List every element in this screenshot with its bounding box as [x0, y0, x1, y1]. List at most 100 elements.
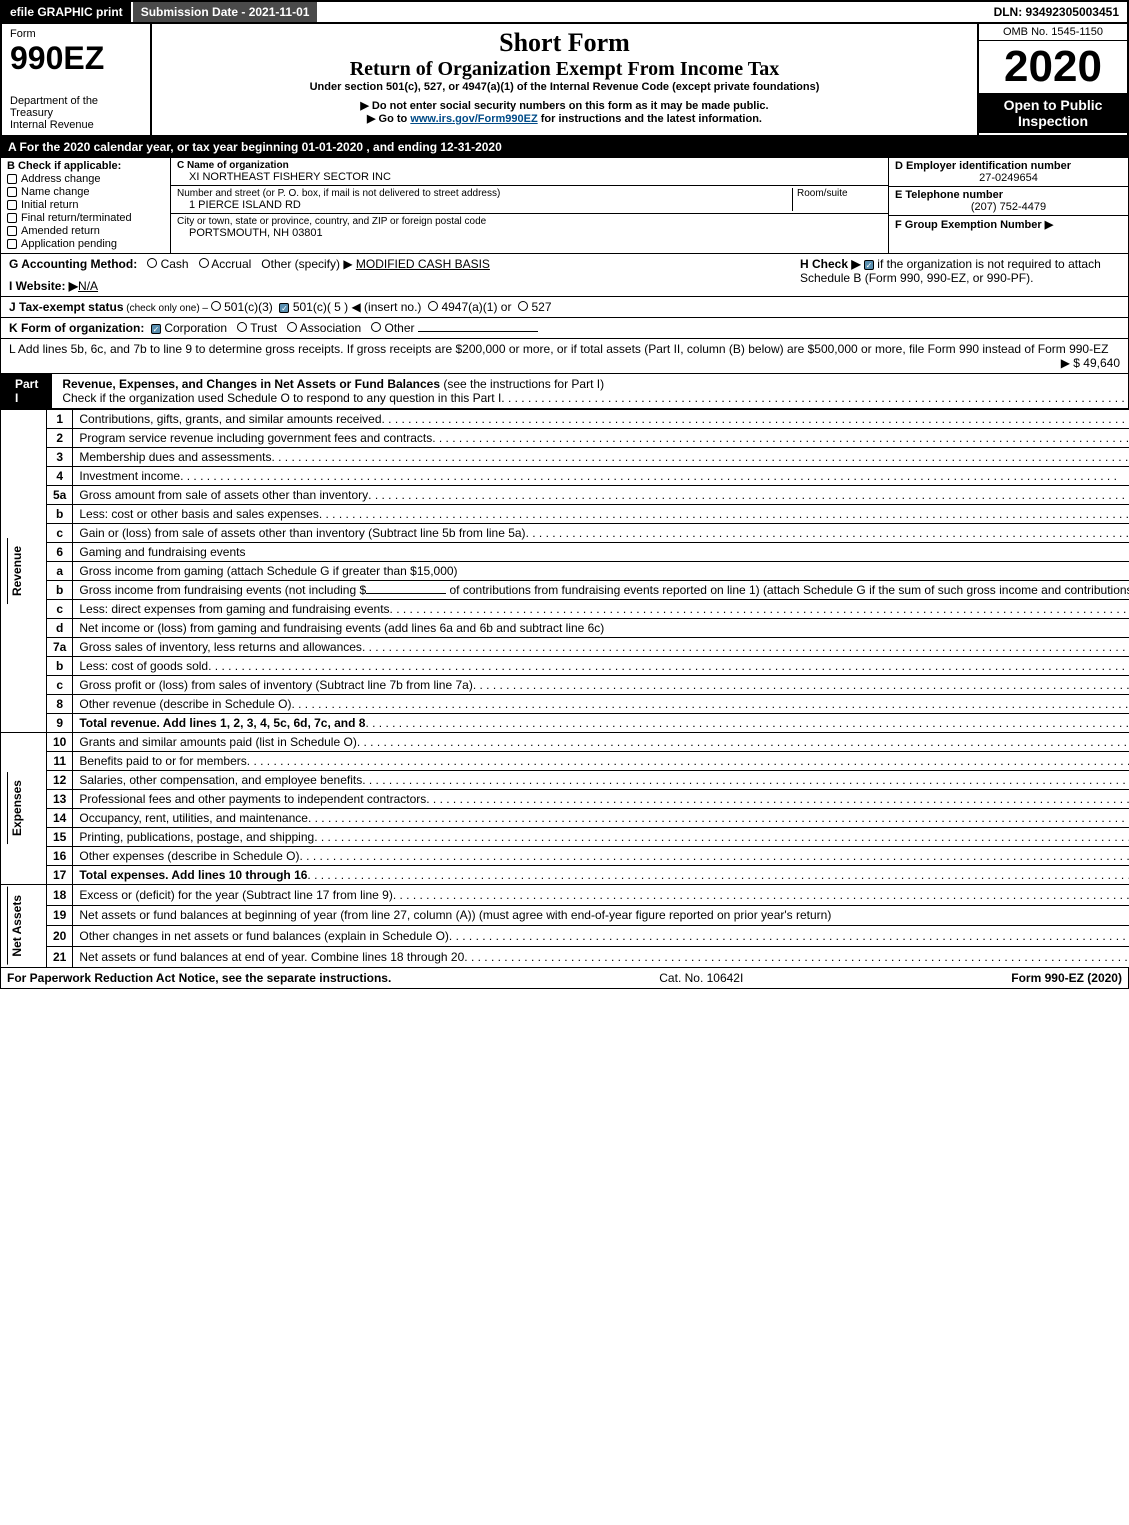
- table-row: Net Assets 18Excess or (deficit) for the…: [1, 885, 1129, 906]
- table-row: dNet income or (loss) from gaming and fu…: [1, 619, 1129, 638]
- table-row: cGain or (loss) from sale of assets othe…: [1, 524, 1129, 543]
- table-row: 11Benefits paid to or for members11: [1, 752, 1129, 771]
- cb-h-check[interactable]: [864, 260, 874, 270]
- k-o4: Other: [385, 321, 415, 335]
- c-city-value: PORTSMOUTH, NH 03801: [177, 227, 882, 239]
- e-label: E Telephone number: [895, 189, 1122, 201]
- k-row: K Form of organization: Corporation Trus…: [0, 318, 1129, 339]
- e-value: (207) 752-4479: [895, 201, 1122, 213]
- form-word: Form: [10, 28, 142, 40]
- form-header-right: OMB No. 1545-1150 2020 Open to Public In…: [977, 24, 1127, 135]
- radio-accrual[interactable]: [199, 258, 209, 268]
- line-desc: Less: direct expenses from gaming and fu…: [79, 602, 389, 616]
- vlabel-expenses: Expenses: [7, 772, 26, 844]
- radio-4947[interactable]: [428, 301, 438, 311]
- table-row: 21Net assets or fund balances at end of …: [1, 946, 1129, 967]
- irs-link[interactable]: www.irs.gov/Form990EZ: [410, 113, 537, 125]
- line-desc: Contributions, gifts, grants, and simila…: [79, 412, 381, 426]
- line-desc: Other expenses (describe in Schedule O): [79, 849, 299, 863]
- c-name-label: C Name of organization: [177, 160, 882, 171]
- cb-name-change[interactable]: Name change: [7, 186, 164, 198]
- f-label: F Group Exemption Number ▶: [895, 218, 1122, 231]
- cb-application-pending-label: Application pending: [21, 238, 117, 250]
- line-desc: Total revenue. Add lines 1, 2, 3, 4, 5c,…: [79, 716, 365, 730]
- line-desc: Net assets or fund balances at end of ye…: [79, 950, 464, 964]
- table-row: 6Gaming and fundraising events: [1, 543, 1129, 562]
- cb-501c[interactable]: [279, 303, 289, 313]
- table-row: 17Total expenses. Add lines 10 through 1…: [1, 866, 1129, 885]
- l-text: L Add lines 5b, 6c, and 7b to line 9 to …: [9, 342, 1108, 356]
- line-desc: Membership dues and assessments: [79, 450, 271, 464]
- line-desc: Gross amount from sale of assets other t…: [79, 488, 368, 502]
- cb-initial-return-label: Initial return: [21, 199, 78, 211]
- footer-center: Cat. No. 10642I: [659, 971, 743, 985]
- c-addr-value: 1 PIERCE ISLAND RD: [177, 199, 792, 211]
- goto-row: ▶ Go to www.irs.gov/Form990EZ for instru…: [160, 112, 969, 125]
- irs-label: Internal Revenue: [10, 119, 142, 131]
- vlabel-netassets: Net Assets: [7, 887, 26, 965]
- c-city-row: City or town, state or province, country…: [171, 214, 888, 241]
- radio-cash[interactable]: [147, 258, 157, 268]
- c-room-label: Room/suite: [792, 188, 882, 211]
- radio-trust[interactable]: [237, 322, 247, 332]
- part1-table: Revenue 1 Contributions, gifts, grants, …: [0, 409, 1129, 968]
- cb-final-return-label: Final return/terminated: [21, 212, 132, 224]
- cb-corp[interactable]: [151, 324, 161, 334]
- cb-initial-return[interactable]: Initial return: [7, 199, 164, 211]
- cb-amended-return[interactable]: Amended return: [7, 225, 164, 237]
- footer-left: For Paperwork Reduction Act Notice, see …: [7, 971, 391, 985]
- table-row: 14Occupancy, rent, utilities, and mainte…: [1, 809, 1129, 828]
- cb-final-return[interactable]: Final return/terminated: [7, 212, 164, 224]
- h-side: H Check ▶ if the organization is not req…: [800, 257, 1120, 293]
- j-o4: 527: [531, 300, 551, 314]
- radio-527[interactable]: [518, 301, 528, 311]
- line-desc-2: of contributions from fundraising events…: [446, 583, 1129, 597]
- cb-name-change-label: Name change: [21, 186, 90, 198]
- radio-501c3[interactable]: [211, 301, 221, 311]
- entity-info-block: B Check if applicable: Address change Na…: [0, 157, 1129, 254]
- g-cash: Cash: [161, 257, 189, 271]
- table-row: 3Membership dues and assessments30: [1, 448, 1129, 467]
- goto-tail: for instructions and the latest informat…: [538, 113, 762, 125]
- b-label: B Check if applicable:: [7, 160, 164, 172]
- table-row: 15Printing, publications, postage, and s…: [1, 828, 1129, 847]
- table-row: 13Professional fees and other payments t…: [1, 790, 1129, 809]
- c-addr-label: Number and street (or P. O. box, if mail…: [177, 188, 792, 199]
- form-number: 990EZ: [10, 40, 142, 77]
- line-num: 1: [47, 410, 73, 429]
- radio-assoc[interactable]: [287, 322, 297, 332]
- l-amount: ▶ $ 49,640: [9, 356, 1120, 370]
- g-label: G Accounting Method:: [9, 257, 137, 271]
- table-row: 12Salaries, other compensation, and empl…: [1, 771, 1129, 790]
- l-row: L Add lines 5b, 6c, and 7b to line 9 to …: [0, 339, 1129, 374]
- table-row: 5aGross amount from sale of assets other…: [1, 486, 1129, 505]
- radio-other-org[interactable]: [371, 322, 381, 332]
- f-row: F Group Exemption Number ▶: [889, 216, 1128, 233]
- line-desc: Gross sales of inventory, less returns a…: [79, 640, 362, 654]
- vlabel-revenue: Revenue: [7, 538, 26, 604]
- line-desc: Gross profit or (loss) from sales of inv…: [79, 678, 472, 692]
- cb-address-change[interactable]: Address change: [7, 173, 164, 185]
- table-row: 19Net assets or fund balances at beginni…: [1, 905, 1129, 926]
- page-footer: For Paperwork Reduction Act Notice, see …: [0, 968, 1129, 989]
- i-value: N/A: [78, 279, 98, 293]
- table-row: bGross income from fundraising events (n…: [1, 581, 1129, 600]
- table-row: cGross profit or (loss) from sales of in…: [1, 676, 1129, 695]
- table-row: 8Other revenue (describe in Schedule O)8: [1, 695, 1129, 714]
- table-row: 9Total revenue. Add lines 1, 2, 3, 4, 5c…: [1, 714, 1129, 733]
- g-h-row: G Accounting Method: Cash Accrual Other …: [0, 254, 1129, 297]
- j-o1: 501(c)(3): [224, 300, 273, 314]
- line-desc: Grants and similar amounts paid (list in…: [79, 735, 356, 749]
- j-o3: 4947(a)(1) or: [441, 300, 511, 314]
- part1-check-o: Check if the organization used Schedule …: [62, 391, 501, 405]
- j-o2: 501(c)( 5 ) ◀ (insert no.): [293, 300, 422, 314]
- footer-right: Form 990-EZ (2020): [1011, 971, 1122, 985]
- short-form-title: Short Form: [160, 28, 969, 58]
- g-other-label: Other (specify) ▶: [261, 257, 352, 271]
- line-desc: Total expenses. Add lines 10 through 16: [79, 868, 307, 882]
- cb-application-pending[interactable]: Application pending: [7, 238, 164, 250]
- table-row: 7aGross sales of inventory, less returns…: [1, 638, 1129, 657]
- line-desc: Investment income: [79, 469, 180, 483]
- line-desc: Less: cost or other basis and sales expe…: [79, 507, 318, 521]
- c-name-row: C Name of organization XI NORTHEAST FISH…: [171, 158, 888, 186]
